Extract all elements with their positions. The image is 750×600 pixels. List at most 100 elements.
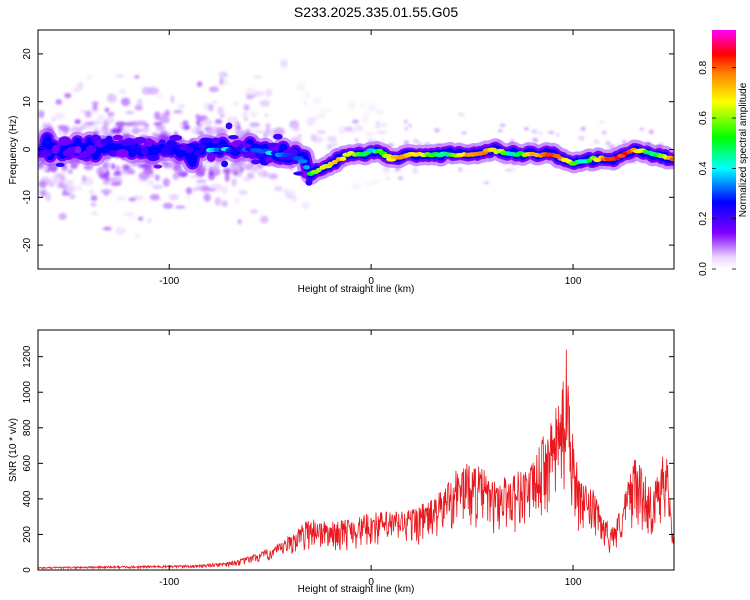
noise-blob (264, 113, 269, 117)
noise-blob (185, 193, 191, 201)
noise-blob (124, 166, 129, 170)
noise-blob (458, 167, 463, 172)
noise-blob (55, 99, 62, 105)
noise-blob (40, 190, 47, 197)
noise-blob (242, 111, 249, 119)
noise-blob (250, 110, 259, 118)
ridge-blob (206, 152, 216, 162)
noise-blob (134, 234, 141, 239)
noise-blob (196, 81, 203, 88)
snr-y-tick-label: 1200 (22, 345, 33, 368)
noise-blob (331, 142, 338, 147)
colorbar-tick-label: 0.4 (698, 161, 709, 175)
snr-y-tick-label: 800 (22, 419, 33, 436)
noise-blob (622, 139, 627, 144)
noise-blob (196, 119, 201, 126)
figure-title: S233.2025.335.01.55.G05 (294, 4, 458, 20)
noise-blob (214, 197, 222, 206)
noise-blob (221, 186, 226, 194)
noise-blob (222, 167, 232, 175)
noise-blob (279, 59, 288, 68)
noise-blob (217, 106, 224, 116)
noise-blob (189, 174, 199, 179)
noise-blob (131, 127, 140, 135)
noise-blob (203, 102, 209, 111)
noise-blob (102, 120, 109, 129)
ridge-core (297, 159, 308, 164)
colorbar-tick-label: 0.0 (698, 262, 709, 276)
noise-blob (316, 130, 327, 134)
noise-blob (262, 170, 268, 179)
noise-blob (110, 163, 116, 170)
noise-blob (253, 75, 262, 79)
snr-frame (37, 329, 675, 571)
noise-blob (69, 193, 76, 200)
noise-blob (172, 172, 180, 180)
noise-blob (110, 181, 122, 186)
snr-x-tick-label: 100 (565, 577, 582, 588)
noise-blob (137, 216, 144, 221)
spectrogram-y-ticks: -20 -10 0 10 20 (22, 48, 674, 252)
noise-blob (196, 184, 203, 191)
noise-blob (412, 166, 418, 169)
spectrogram-heatmap (38, 59, 674, 239)
noise-blob (176, 168, 184, 173)
spectrogram-y-tick-label: 0 (22, 146, 33, 152)
noise-blob (123, 122, 135, 127)
noise-blob (578, 135, 585, 141)
noise-blob (104, 176, 110, 182)
noise-blob (244, 117, 249, 122)
noise-blob (56, 130, 65, 138)
snr-y-tick-label: 600 (22, 455, 33, 472)
noise-blob (234, 196, 240, 205)
noise-blob (74, 119, 81, 125)
noise-blob (51, 115, 56, 123)
noise-blob (285, 192, 295, 200)
noise-blob (375, 179, 381, 183)
noise-blob (178, 103, 186, 110)
noise-blob (318, 108, 331, 113)
noise-blob (92, 104, 98, 111)
colorbar: 0.0 0.2 0.4 0.6 0.8 Normalized spectral ampl… (698, 30, 749, 276)
noise-blob (62, 125, 70, 134)
noise-blob (395, 168, 402, 171)
noise-blob (126, 168, 136, 175)
noise-blob (361, 116, 368, 125)
noise-blob (364, 182, 372, 187)
snr-y-tick-label: 0 (22, 567, 33, 573)
snr-y-tick-label: 200 (22, 526, 33, 543)
noise-blob (220, 72, 229, 77)
noise-blob (208, 86, 219, 93)
noise-blob (173, 110, 183, 114)
ridge-blob (267, 142, 280, 149)
spectrogram-y-tick-label: 10 (22, 96, 33, 108)
noise-blob (121, 97, 131, 107)
ridge-blob (141, 146, 148, 156)
noise-blob (483, 181, 490, 184)
colorbar-tick-label: 0.2 (698, 211, 709, 225)
ridge-core (331, 159, 338, 165)
noise-blob (107, 111, 115, 117)
noise-blob (286, 189, 297, 194)
noise-blob (80, 124, 86, 130)
snr-panel: -100 0 100 0 200 400 600 800 1000 1200 Height of… (8, 329, 675, 595)
ridge-core (381, 153, 393, 159)
spectrogram-y-tick-label: -20 (22, 237, 33, 252)
noise-blob (208, 165, 220, 172)
noise-blob (45, 192, 51, 202)
noise-blob (330, 138, 336, 142)
noise-blob (38, 110, 45, 119)
ridge-blob (228, 135, 239, 140)
noise-blob (110, 127, 122, 135)
noise-blob (231, 178, 237, 187)
noise-blob (599, 120, 605, 124)
noise-blob (352, 119, 359, 124)
noise-blob (141, 164, 153, 169)
colorbar-label: Normalized spectral amplitude (738, 82, 749, 217)
noise-blob (290, 136, 302, 143)
noise-blob (152, 185, 163, 190)
noise-blob (50, 175, 62, 185)
snr-x-tick-label: -100 (159, 577, 179, 588)
noise-blob (256, 163, 264, 169)
